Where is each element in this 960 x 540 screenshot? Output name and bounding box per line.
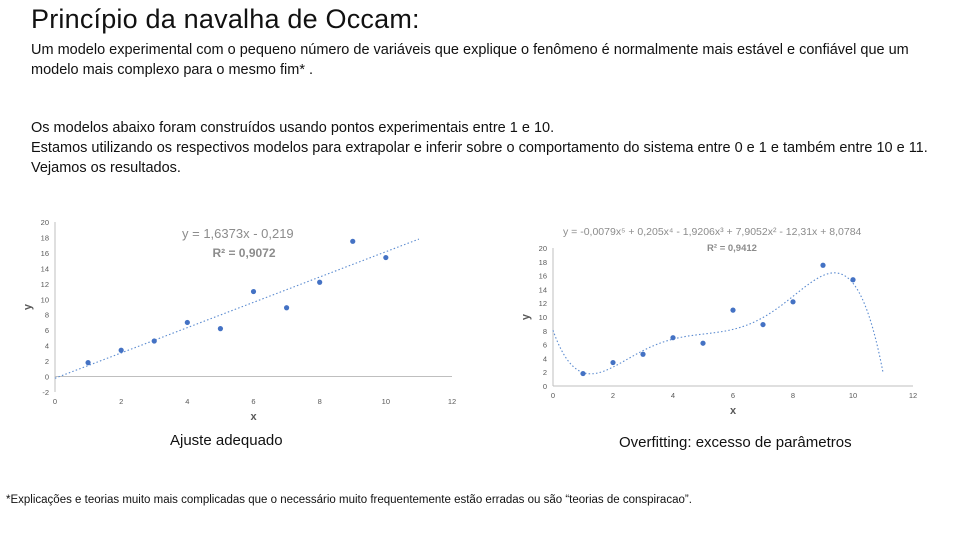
data-point bbox=[850, 277, 856, 283]
y-tick-label: 14 bbox=[41, 264, 49, 273]
y-tick-label: 4 bbox=[45, 342, 49, 351]
data-point bbox=[217, 326, 224, 332]
data-point bbox=[184, 319, 190, 326]
data-point bbox=[317, 279, 323, 285]
data-point bbox=[700, 340, 706, 346]
y-axis-label: y bbox=[520, 313, 532, 320]
trendline-equation: y = 1,6373x - 0,219 bbox=[182, 226, 294, 241]
data-point bbox=[790, 299, 796, 305]
y-tick-label: 10 bbox=[539, 313, 547, 322]
paragraph-method-line1: Os modelos abaixo foram construídos usan… bbox=[31, 120, 555, 136]
data-point bbox=[85, 360, 91, 366]
x-tick-label: 4 bbox=[671, 391, 675, 400]
y-tick-label: 16 bbox=[41, 249, 49, 258]
data-point bbox=[730, 307, 736, 313]
x-tick-label: 6 bbox=[731, 391, 735, 400]
r-squared-label: R² = 0,9412 bbox=[707, 243, 757, 254]
y-tick-label: 14 bbox=[539, 285, 547, 294]
x-tick-label: 4 bbox=[185, 397, 189, 406]
data-point bbox=[350, 238, 356, 244]
y-tick-label: 4 bbox=[543, 354, 547, 363]
x-tick-label: 12 bbox=[448, 397, 456, 406]
y-tick-label: 2 bbox=[45, 357, 49, 366]
y-tick-label: 0 bbox=[45, 373, 49, 382]
y-tick-label: 6 bbox=[45, 326, 49, 335]
caption-overfitting: Overfitting: excesso de parâmetros bbox=[619, 434, 852, 451]
y-tick-label: 6 bbox=[543, 341, 547, 350]
x-tick-label: 2 bbox=[119, 397, 123, 406]
x-tick-label: 10 bbox=[849, 391, 857, 400]
x-tick-label: 0 bbox=[551, 391, 555, 400]
y-tick-label: 8 bbox=[543, 327, 547, 336]
paragraph-intro: Um modelo experimental com o pequeno núm… bbox=[31, 42, 909, 78]
data-point bbox=[820, 262, 826, 268]
trendline bbox=[552, 272, 884, 375]
y-tick-label: 12 bbox=[41, 280, 49, 289]
x-tick-label: 0 bbox=[53, 397, 57, 406]
data-point bbox=[580, 370, 586, 377]
x-tick-label: 10 bbox=[382, 397, 390, 406]
x-axis-label: x bbox=[730, 405, 737, 417]
y-tick-label: 18 bbox=[41, 233, 49, 242]
y-tick-label: 20 bbox=[539, 244, 547, 253]
footnote: *Explicações e teorias muito mais compli… bbox=[6, 494, 692, 506]
y-tick-label: 18 bbox=[539, 258, 547, 267]
r-squared-label: R² = 0,9072 bbox=[212, 246, 275, 260]
data-point bbox=[610, 359, 616, 366]
y-tick-label: 12 bbox=[539, 299, 547, 308]
y-tick-label: 10 bbox=[41, 295, 49, 304]
x-tick-label: 8 bbox=[318, 397, 322, 406]
linear-fit-chart: -2 0 2 4 6 8 10 12 14 16 18 20 0 2 4 6 8 10 12 x y y = 1,6373… bbox=[22, 218, 456, 423]
x-axis-label: x bbox=[250, 411, 257, 423]
y-tick-label: 8 bbox=[45, 311, 49, 320]
data-point bbox=[250, 288, 257, 295]
x-tick-label: 2 bbox=[611, 391, 615, 400]
y-tick-label: 16 bbox=[539, 272, 547, 281]
slide-title: Princípio da navalha de Occam: bbox=[31, 4, 420, 34]
paragraph-method: Os modelos abaixo foram construídos usan… bbox=[31, 118, 931, 178]
y-tick-label: -2 bbox=[42, 388, 49, 397]
y-tick-label: 2 bbox=[543, 368, 547, 377]
paragraph-method-line2: Estamos utilizando os respectivos modelo… bbox=[31, 140, 928, 176]
data-point bbox=[151, 338, 157, 344]
y-axis-label: y bbox=[22, 303, 34, 310]
x-tick-label: 6 bbox=[251, 397, 255, 406]
data-point bbox=[283, 305, 290, 311]
polynomial-fit-chart: 0 2 4 6 8 10 12 14 16 18 20 0 2 4 6 8 10 12 x y y = -0,0079x… bbox=[520, 226, 917, 417]
trendline-equation: y = -0,0079x⁵ + 0,205x⁴ - 1,9206x³ + 7,9… bbox=[563, 226, 862, 238]
x-tick-label: 12 bbox=[909, 391, 917, 400]
y-tick-label: 0 bbox=[543, 382, 547, 391]
data-point bbox=[760, 321, 766, 328]
data-point bbox=[670, 335, 676, 341]
caption-adequate-fit: Ajuste adequado bbox=[170, 432, 283, 449]
data-point bbox=[383, 254, 389, 261]
data-point bbox=[118, 347, 124, 353]
x-tick-label: 8 bbox=[791, 391, 795, 400]
data-point bbox=[640, 351, 646, 357]
y-tick-label: 20 bbox=[41, 218, 49, 227]
